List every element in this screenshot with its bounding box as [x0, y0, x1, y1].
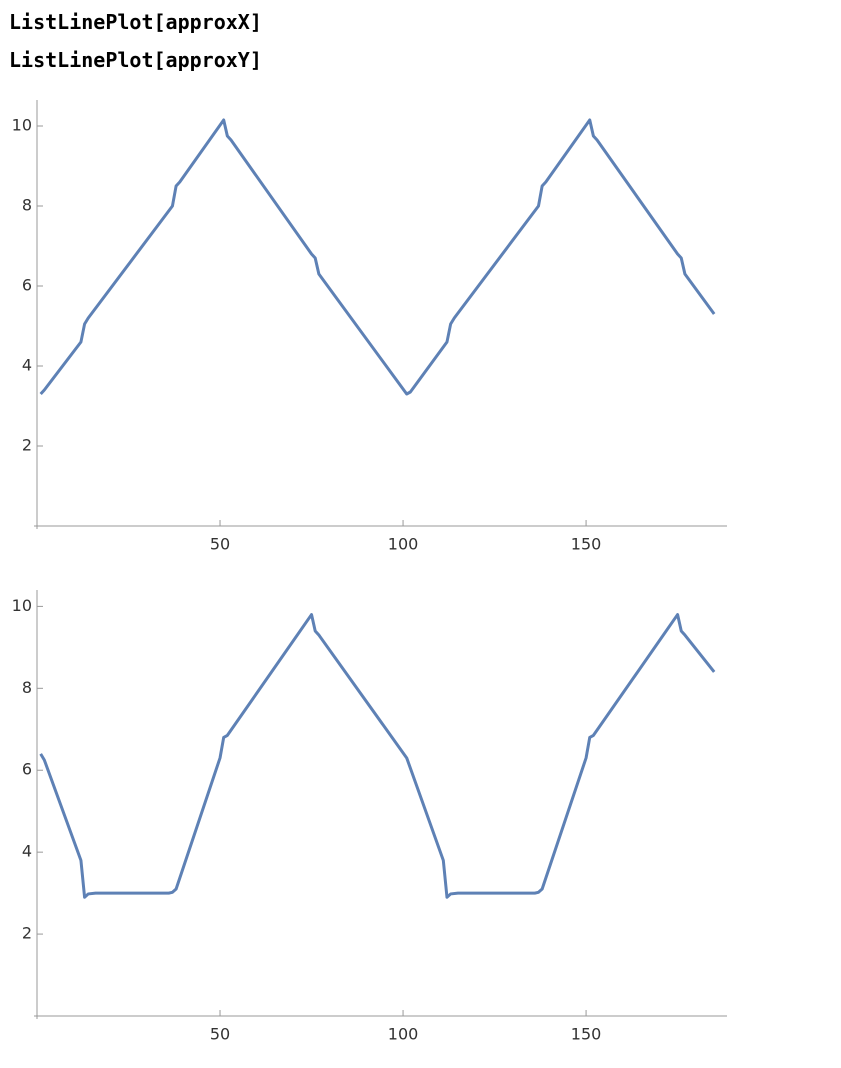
y-tick-label: 4 [22, 842, 32, 861]
x-tick-label: 50 [210, 1025, 230, 1044]
data-line [39, 613, 716, 899]
x-tick-label: 150 [571, 535, 602, 554]
y-tick-label: 2 [22, 924, 32, 943]
x-tick-label: 100 [388, 1025, 419, 1044]
y-tick-label: 10 [12, 116, 32, 135]
input-line[interactable]: ListLinePlot[approxY] [9, 48, 262, 72]
input-line[interactable]: ListLinePlot[approxX] [9, 10, 262, 34]
x-tick-label: 100 [388, 535, 419, 554]
y-tick-label: 6 [22, 276, 32, 295]
y-tick-label: 8 [22, 678, 32, 697]
y-tick-label: 4 [22, 356, 32, 375]
y-tick-label: 6 [22, 760, 32, 779]
x-tick-label: 150 [571, 1025, 602, 1044]
y-tick-label: 8 [22, 196, 32, 215]
data-line [39, 118, 716, 396]
y-tick-label: 2 [22, 436, 32, 455]
y-tick-label: 10 [12, 596, 32, 615]
x-tick-label: 50 [210, 535, 230, 554]
